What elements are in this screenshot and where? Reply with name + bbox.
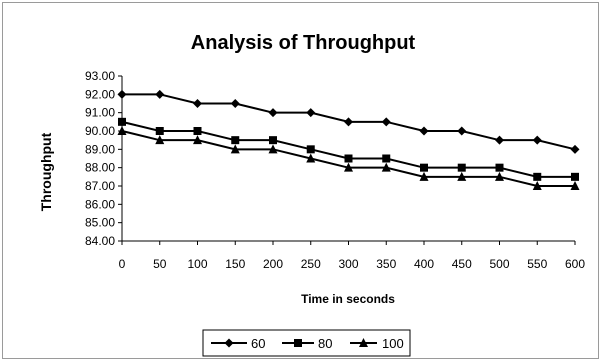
data-point-60 — [268, 108, 278, 118]
data-point-80 — [269, 136, 277, 145]
data-point-100 — [306, 153, 316, 163]
legend-marker — [359, 338, 368, 347]
data-point-80 — [382, 154, 391, 163]
x-tick-label: 500 — [489, 257, 509, 271]
data-point-60 — [457, 126, 467, 136]
x-tick-label: 50 — [153, 257, 167, 271]
y-tick-label: 84.00 — [85, 234, 115, 248]
y-axis-label: Throughput — [38, 132, 54, 211]
y-tick-label: 86.00 — [85, 197, 115, 211]
data-point-80 — [457, 163, 466, 172]
x-tick-label: 450 — [452, 257, 472, 271]
data-point-60 — [381, 117, 391, 127]
y-tick-label: 91.00 — [85, 106, 115, 120]
series-60 — [117, 89, 580, 154]
legend-label: 60 — [251, 336, 265, 351]
data-point-80 — [571, 172, 579, 181]
data-point-100 — [193, 135, 202, 145]
x-tick-label: 0 — [119, 257, 126, 271]
data-point-60 — [155, 89, 165, 99]
data-point-60 — [344, 117, 353, 127]
y-tick-label: 93.00 — [85, 69, 115, 83]
y-tick-label: 87.00 — [85, 179, 115, 193]
axes: 84.00 85.00 86.00 87.00 88.00 89.00 90.00 91.00… — [85, 69, 585, 271]
data-point-60 — [495, 135, 504, 145]
y-tick-label: 85.00 — [85, 216, 115, 230]
data-point-100 — [230, 144, 240, 154]
x-tick-label: 550 — [527, 257, 547, 271]
series-100 — [117, 126, 580, 190]
x-tick-label: 100 — [187, 257, 207, 271]
legend-entry-80: 80 — [282, 336, 332, 351]
y-tick-label: 92.00 — [85, 87, 115, 101]
legend-entry-60: 60 — [211, 336, 265, 351]
legend-entry-100: 100 — [350, 336, 404, 351]
legend: 60 80 100 — [202, 329, 411, 357]
legend-label: 100 — [382, 336, 404, 351]
data-point-80 — [420, 163, 428, 172]
data-point-60 — [419, 126, 429, 136]
data-point-80 — [495, 163, 504, 172]
x-tick-label: 250 — [301, 257, 321, 271]
data-point-80 — [344, 154, 353, 163]
legend-marker — [294, 339, 302, 347]
data-point-60 — [117, 89, 127, 99]
data-point-100 — [532, 181, 542, 190]
data-point-100 — [268, 144, 278, 154]
data-point-80 — [193, 127, 202, 135]
y-tick-label: 90.00 — [85, 124, 115, 138]
series-lines — [117, 89, 580, 190]
legend-marker — [224, 338, 234, 348]
data-point-80 — [231, 136, 240, 145]
legend-label: 80 — [318, 336, 332, 351]
x-tick-label: 600 — [565, 257, 585, 271]
x-tick-label: 300 — [338, 257, 358, 271]
data-point-100 — [419, 171, 429, 181]
data-point-60 — [230, 99, 240, 108]
x-axis-label: Time in seconds — [301, 292, 395, 306]
data-point-60 — [570, 144, 580, 154]
y-tick-label: 89.00 — [85, 142, 115, 156]
x-tick-label: 150 — [225, 257, 245, 271]
data-point-100 — [155, 135, 165, 145]
data-point-100 — [117, 126, 127, 135]
data-point-80 — [155, 127, 164, 135]
x-tick-label: 350 — [376, 257, 396, 271]
data-point-100 — [495, 171, 504, 181]
data-point-60 — [193, 99, 202, 108]
data-point-80 — [306, 145, 315, 154]
y-tick-label: 88.00 — [85, 161, 115, 175]
series-80 — [118, 117, 579, 181]
x-tick-label: 200 — [263, 257, 283, 271]
data-point-100 — [570, 181, 580, 190]
data-point-60 — [532, 135, 542, 145]
data-point-100 — [381, 162, 391, 172]
x-tick-label: 400 — [414, 257, 434, 271]
data-point-80 — [533, 172, 542, 181]
data-point-60 — [306, 108, 316, 118]
data-point-100 — [457, 171, 467, 181]
data-point-100 — [344, 162, 353, 172]
chart-title: Analysis of Throughput — [191, 32, 416, 54]
data-point-80 — [118, 117, 126, 126]
